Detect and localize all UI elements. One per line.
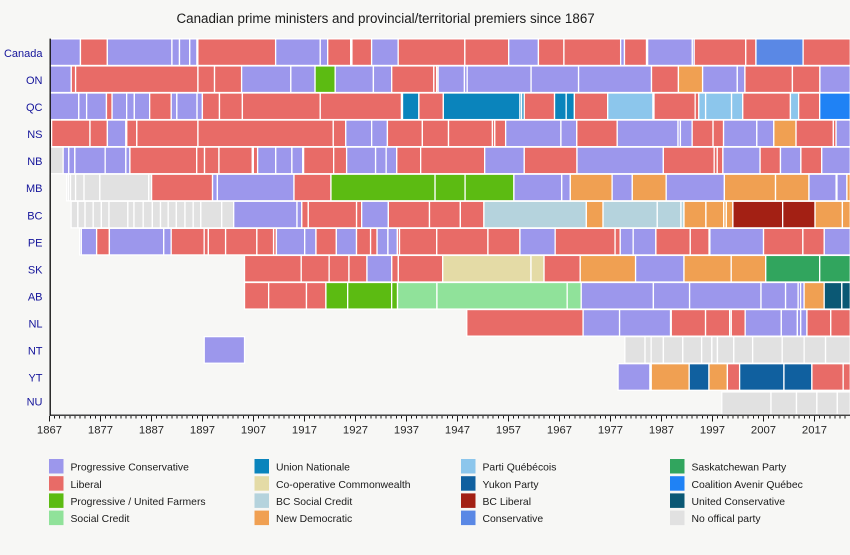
svg-text:NB: NB — [27, 156, 42, 168]
svg-text:1957: 1957 — [496, 425, 521, 437]
svg-text:Co-operative Commonwealth: Co-operative Commonwealth — [276, 480, 411, 491]
svg-text:1897: 1897 — [190, 425, 215, 437]
svg-text:Parti Québécois: Parti Québécois — [483, 463, 557, 474]
svg-text:2007: 2007 — [751, 425, 776, 437]
svg-text:1867: 1867 — [37, 425, 62, 437]
svg-text:1967: 1967 — [547, 425, 572, 437]
svg-text:Liberal: Liberal — [71, 480, 102, 491]
svg-text:2017: 2017 — [802, 425, 827, 437]
svg-text:Social Credit: Social Credit — [71, 514, 130, 525]
svg-text:Canada: Canada — [4, 48, 43, 60]
svg-text:1947: 1947 — [445, 425, 470, 437]
svg-text:Yukon Party: Yukon Party — [483, 480, 540, 491]
svg-text:BC Liberal: BC Liberal — [483, 497, 532, 508]
svg-text:Coalition Avenir Québec: Coalition Avenir Québec — [692, 480, 803, 491]
svg-text:NS: NS — [27, 129, 42, 141]
svg-text:1887: 1887 — [139, 425, 164, 437]
svg-text:Saskatchewan Party: Saskatchewan Party — [692, 463, 788, 474]
svg-text:Progressive / United Farmers: Progressive / United Farmers — [71, 497, 206, 508]
svg-text:QC: QC — [26, 102, 43, 114]
svg-text:YT: YT — [28, 373, 42, 385]
svg-text:NT: NT — [28, 346, 43, 358]
svg-text:1927: 1927 — [343, 425, 368, 437]
svg-text:No offical party: No offical party — [692, 514, 762, 525]
svg-text:Progressive Conservative: Progressive Conservative — [71, 463, 190, 474]
svg-text:Conservative: Conservative — [483, 514, 544, 525]
svg-text:ON: ON — [26, 75, 43, 87]
svg-text:BC Social Credit: BC Social Credit — [276, 497, 352, 508]
svg-text:1937: 1937 — [394, 425, 419, 437]
svg-text:NU: NU — [27, 396, 43, 408]
svg-text:1977: 1977 — [598, 425, 623, 437]
svg-text:1877: 1877 — [88, 425, 113, 437]
svg-text:United Conservative: United Conservative — [692, 497, 786, 508]
svg-text:SK: SK — [28, 264, 43, 276]
svg-text:1917: 1917 — [292, 425, 317, 437]
svg-text:1987: 1987 — [649, 425, 674, 437]
svg-text:AB: AB — [28, 292, 43, 304]
svg-text:BC: BC — [27, 210, 42, 222]
svg-text:NL: NL — [28, 319, 42, 331]
svg-text:1907: 1907 — [241, 425, 266, 437]
svg-text:PE: PE — [28, 237, 43, 249]
svg-text:Union Nationale: Union Nationale — [276, 463, 350, 474]
svg-text:New Democratic: New Democratic — [276, 514, 352, 525]
svg-text:1997: 1997 — [700, 425, 725, 437]
svg-text:Canadian prime ministers and p: Canadian prime ministers and provincial/… — [176, 11, 594, 26]
svg-text:MB: MB — [26, 183, 43, 195]
